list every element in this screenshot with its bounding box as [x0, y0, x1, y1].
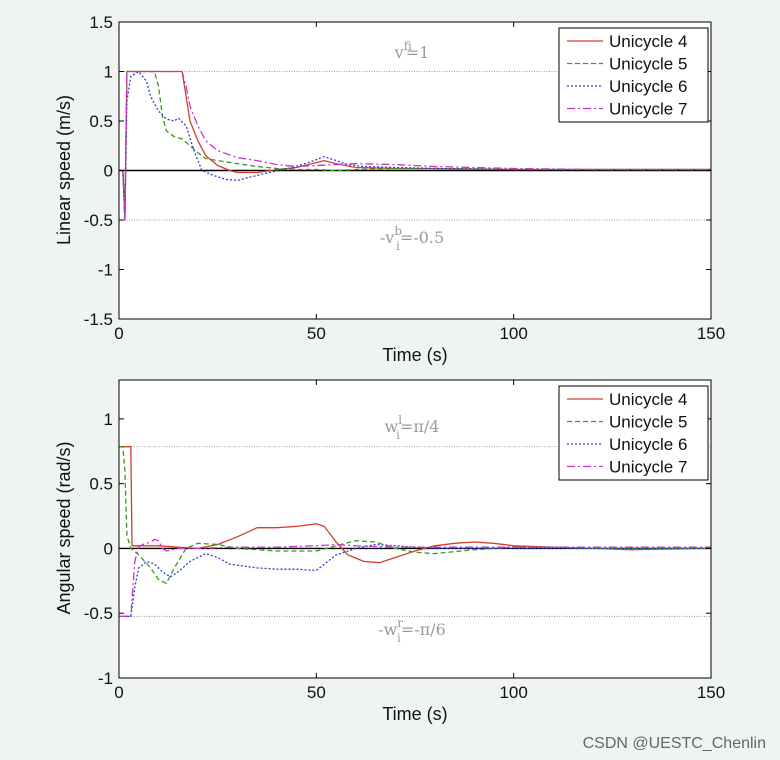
series-lines [119, 446, 712, 617]
annotation-suffix: =-0.5 [400, 228, 444, 247]
legend-label-unicycle-6: Unicycle 6 [609, 77, 687, 96]
legend-label-unicycle-4: Unicycle 4 [609, 32, 687, 51]
x-axis-label: Time (s) [382, 345, 447, 365]
x-tick-label: 0 [114, 683, 123, 702]
legend-label-unicycle-5: Unicycle 5 [609, 413, 687, 432]
y-tick-label: 0.5 [89, 112, 113, 131]
series-line-unicycle-7 [119, 538, 711, 617]
annotation-suffix: =-π/6 [401, 620, 446, 639]
y-tick-label: -1.5 [84, 310, 113, 329]
y-tick-label: -0.5 [84, 211, 113, 230]
angular-speed-panel: 0 50 100 150-1-0.500.51 wl i=π/4 -wr i=-π/6 U… [54, 379, 725, 724]
y-tick-label: 1 [104, 410, 113, 429]
y-axis-label: Linear speed (m/s) [54, 95, 74, 245]
axes-box [118, 379, 712, 679]
annotations: vfi=1 -vbi=-0.5 [380, 39, 444, 253]
annotation-suffix: =π/4 [400, 417, 440, 436]
series-line-unicycle-4 [119, 446, 712, 564]
legend-label-unicycle-5: Unicycle 5 [609, 55, 687, 74]
series-line-unicycle-6 [119, 543, 711, 617]
legend-label-unicycle-7: Unicycle 7 [609, 458, 687, 477]
x-tick-label: 150 [697, 324, 725, 343]
annotation-upper: wl i=π/4 [385, 413, 440, 442]
annotation-upper: vfi=1 [394, 39, 430, 62]
annotation-superscript: b [394, 224, 402, 238]
annotation-base: -w [378, 620, 397, 639]
series-line-unicycle-7 [119, 70, 711, 221]
annotation-base: w [385, 417, 399, 436]
series-line-unicycle-5 [119, 446, 711, 585]
series-lines [119, 70, 711, 221]
tick-marks: 0 50 100 150 -1 -0.5 0 0.5 1 [84, 380, 725, 702]
annotation-subscript: i [396, 239, 400, 253]
legend-label-unicycle-4: Unicycle 4 [609, 390, 687, 409]
legend-box [558, 27, 709, 123]
y-axis-label: Angular speed (rad/s) [54, 441, 74, 614]
y-tick-label: -1 [98, 669, 113, 688]
x-tick-label: 0 [114, 324, 123, 343]
x-tick-label: 150 [697, 683, 725, 702]
annotation-lower: -vb i=-0.5 [380, 224, 444, 253]
annotation-subscript: i [396, 428, 400, 442]
x-tick-label: 100 [499, 683, 527, 702]
y-tick-label: 1 [104, 63, 113, 82]
y-tick-label: 0 [104, 539, 113, 558]
tick-marks: 0 50 100 150 -1.5 -1 -0.5 0 0.5 1 1.5 [84, 13, 725, 343]
annotation-superscript: f [404, 39, 412, 53]
legend-box [558, 385, 709, 481]
legend: Unicycle 4 Unicycle 5 Unicycle 6 Unicycle 7 [558, 385, 709, 481]
legend-label-unicycle-6: Unicycle 6 [609, 435, 687, 454]
annotation-superscript: r [397, 616, 403, 630]
y-tick-label: -1 [98, 261, 113, 280]
x-tick-label: 50 [307, 324, 326, 343]
x-tick-label: 50 [307, 683, 326, 702]
x-tick-label: 100 [499, 324, 527, 343]
annotation-lower: -wr i=-π/6 [378, 616, 446, 645]
annotation-subscript: i [397, 631, 401, 645]
y-tick-label: 0.5 [89, 475, 113, 494]
annotation-base: -v [380, 228, 394, 247]
watermark: CSDN @UESTC_Chenlin [583, 735, 766, 752]
legend-label-unicycle-7: Unicycle 7 [609, 100, 687, 119]
y-tick-label: 0 [104, 162, 113, 181]
annotation-base: v [394, 43, 404, 62]
annotations: wl i=π/4 -wr i=-π/6 [378, 413, 446, 645]
annotation-suffix: =1 [406, 43, 430, 62]
annotation-superscript: l [398, 413, 402, 427]
series-line-unicycle-5 [119, 70, 711, 221]
legend: Unicycle 4 Unicycle 5 Unicycle 6 Unicycle 7 [558, 27, 709, 123]
x-axis-label: Time (s) [382, 704, 447, 724]
y-tick-label: -0.5 [84, 604, 113, 623]
y-tick-label: 1.5 [89, 13, 113, 32]
